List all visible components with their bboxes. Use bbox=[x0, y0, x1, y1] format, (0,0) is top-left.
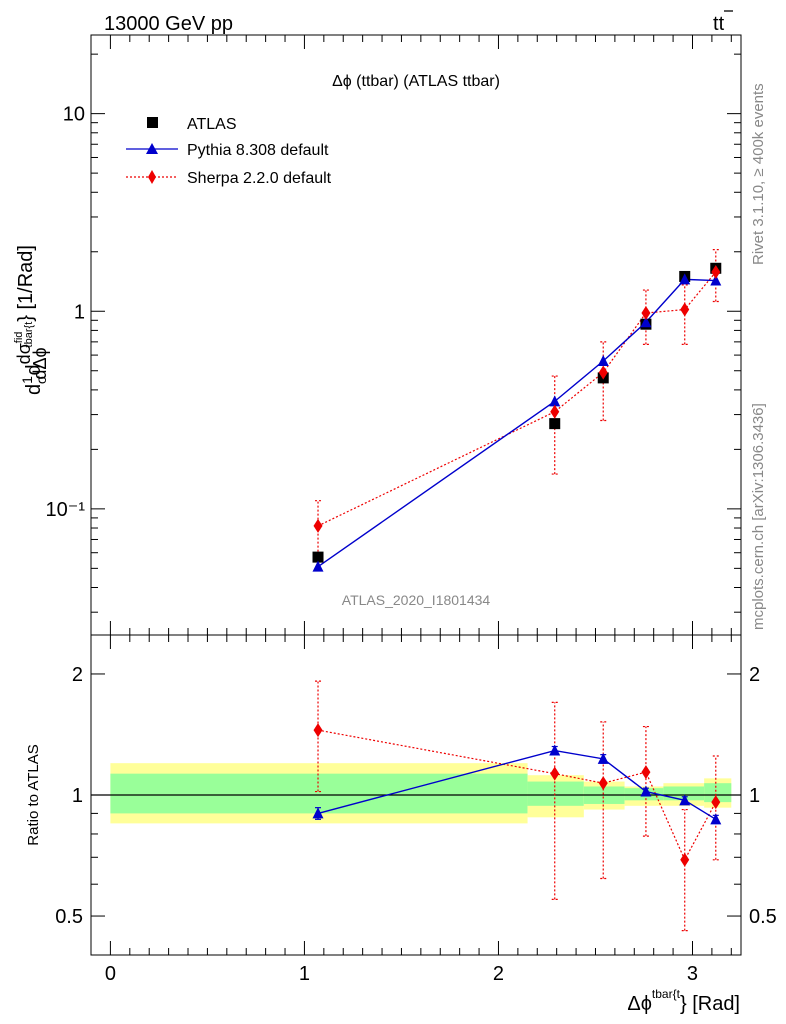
mcplots-label: mcplots.cern.ch [arXiv:1306.3436] bbox=[750, 403, 767, 630]
legend-pythia-marker bbox=[146, 143, 158, 154]
legend-pythia-label: Pythia 8.308 default bbox=[187, 142, 329, 159]
process-label: tt bbox=[713, 13, 725, 35]
pythia-point bbox=[597, 355, 609, 367]
ratio-y-tick-label: 1 bbox=[72, 785, 83, 807]
y-tick-label: 10 bbox=[63, 104, 85, 126]
ylabel-ratio: Ratio to ATLAS bbox=[25, 744, 42, 845]
legend-sherpa-marker bbox=[148, 170, 156, 184]
ratio-pythia-line bbox=[317, 749, 717, 820]
ratio-sherpa-point bbox=[641, 765, 651, 780]
legend-atlas-marker bbox=[147, 117, 158, 128]
process-bar-glyph: t bbox=[719, 13, 725, 35]
band-inner bbox=[663, 786, 705, 801]
ratio-pythia-point bbox=[549, 744, 561, 756]
ratio-bands bbox=[110, 763, 732, 824]
ratio-sherpa-point bbox=[313, 723, 323, 738]
band-inner bbox=[110, 773, 528, 814]
ratio-y-tick-label: 0.5 bbox=[55, 906, 83, 928]
ratio-y-tick-label: 2 bbox=[72, 664, 83, 686]
pythia-point bbox=[679, 273, 691, 285]
pythia-point bbox=[710, 274, 722, 286]
ratio-ticks: 0.5 0.5 1 1 2 2 bbox=[55, 635, 777, 956]
ratio-panel: 0.5 0.5 1 1 2 2 bbox=[55, 634, 777, 956]
x-tick-labels: 0 1 2 3 bbox=[105, 963, 698, 985]
ratio-sherpa-line bbox=[317, 729, 717, 862]
x-tick-label: 1 bbox=[299, 963, 310, 985]
main-ticks: 10⁻¹ 1 10 bbox=[46, 35, 741, 635]
legend-sherpa-label: Sherpa 2.2.0 default bbox=[187, 170, 332, 187]
main-title: Δϕ (ttbar) (ATLAS ttbar) bbox=[332, 73, 500, 90]
legend: ATLAS Pythia 8.308 default Sherpa 2.2.0 … bbox=[126, 116, 332, 187]
pythia-line bbox=[317, 278, 716, 568]
ratio-pythia-point bbox=[679, 794, 691, 806]
ratio-y-tick-label-right: 2 bbox=[749, 664, 760, 686]
ratio-sherpa-point bbox=[680, 852, 690, 867]
ratio-pythia-point bbox=[640, 785, 652, 797]
x-tick-label: 0 bbox=[105, 963, 116, 985]
pythia-point bbox=[312, 560, 324, 572]
atlas-point bbox=[549, 418, 561, 430]
ratio-y-tick-label-right: 1 bbox=[749, 785, 760, 807]
ratio-y-tick-label-right: 0.5 bbox=[749, 906, 777, 928]
x-tick-label: 2 bbox=[493, 963, 504, 985]
ratio-sherpa-point bbox=[550, 766, 560, 781]
ratio-sherpa-point bbox=[711, 795, 721, 810]
watermark: ATLAS_2020_I1801434 bbox=[342, 592, 491, 608]
y-tick-label: 10⁻¹ bbox=[46, 499, 86, 521]
sherpa-point bbox=[598, 365, 608, 380]
ratio-pythia-point bbox=[710, 813, 722, 825]
pythia-point bbox=[640, 316, 652, 328]
y-tick-label: 1 bbox=[74, 301, 85, 323]
ratio-pythia-point bbox=[312, 807, 324, 819]
band-inner bbox=[527, 781, 584, 806]
sherpa-line bbox=[317, 271, 717, 527]
main-series bbox=[312, 249, 722, 572]
legend-atlas-label: ATLAS bbox=[187, 116, 237, 133]
main-panel: 10⁻¹ 1 10 Δϕ (ttbar) (ATLAS ttbar) ATLAS_2… bbox=[46, 34, 742, 636]
sherpa-point bbox=[680, 302, 690, 317]
band-inner bbox=[704, 783, 732, 803]
pythia-point bbox=[549, 395, 561, 407]
sherpa-point bbox=[641, 305, 651, 320]
ratio-pythia-point bbox=[597, 752, 609, 764]
x-tick-label: 3 bbox=[687, 963, 698, 985]
sherpa-point bbox=[313, 518, 323, 533]
xlabel: Δϕtbar{t} [Rad] bbox=[627, 987, 740, 1015]
ylabel-main-text: d1σddσfiddΔϕtbar{t} [1/Rad] bbox=[13, 245, 50, 395]
sherpa-point bbox=[550, 404, 560, 419]
energy-label: 13000 GeV pp bbox=[104, 13, 233, 35]
atlas-point bbox=[312, 551, 324, 563]
ratio-series bbox=[312, 680, 722, 932]
sherpa-point bbox=[711, 264, 721, 279]
ylabel-main: d1σddσfiddΔϕtbar{t} [1/Rad] bbox=[13, 245, 50, 395]
rivet-label: Rivet 3.1.10, ≥ 400k events bbox=[750, 83, 767, 265]
ratio-sherpa-point bbox=[598, 776, 608, 791]
